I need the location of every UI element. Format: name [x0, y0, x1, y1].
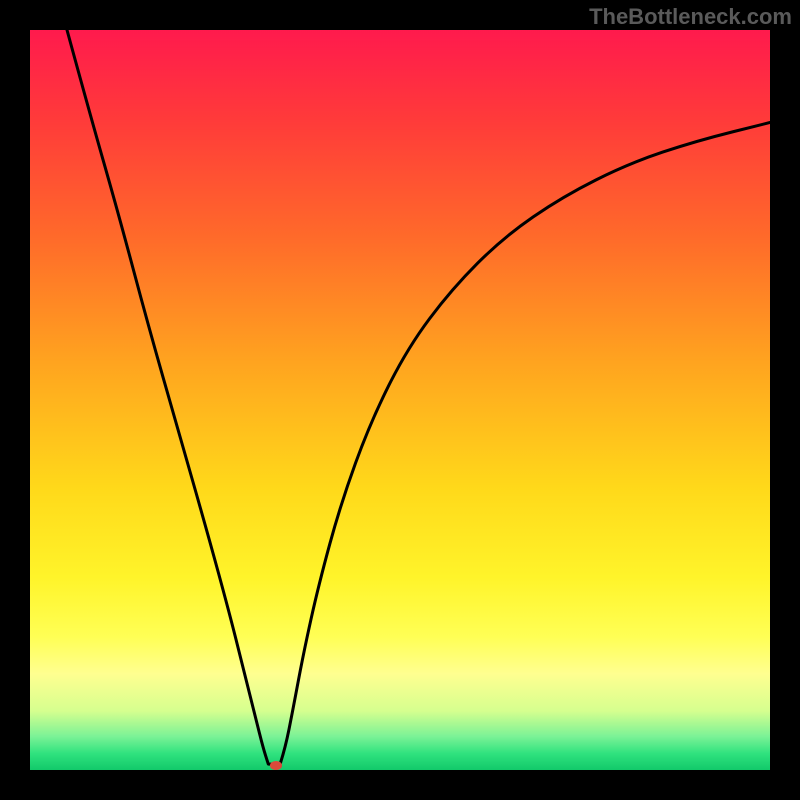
curve-layer	[30, 30, 770, 770]
gradient-background	[30, 30, 770, 770]
chart-outer: TheBottleneck.com	[0, 0, 800, 800]
minimum-marker	[270, 761, 282, 770]
watermark-text: TheBottleneck.com	[589, 4, 792, 30]
plot-area	[30, 30, 770, 770]
